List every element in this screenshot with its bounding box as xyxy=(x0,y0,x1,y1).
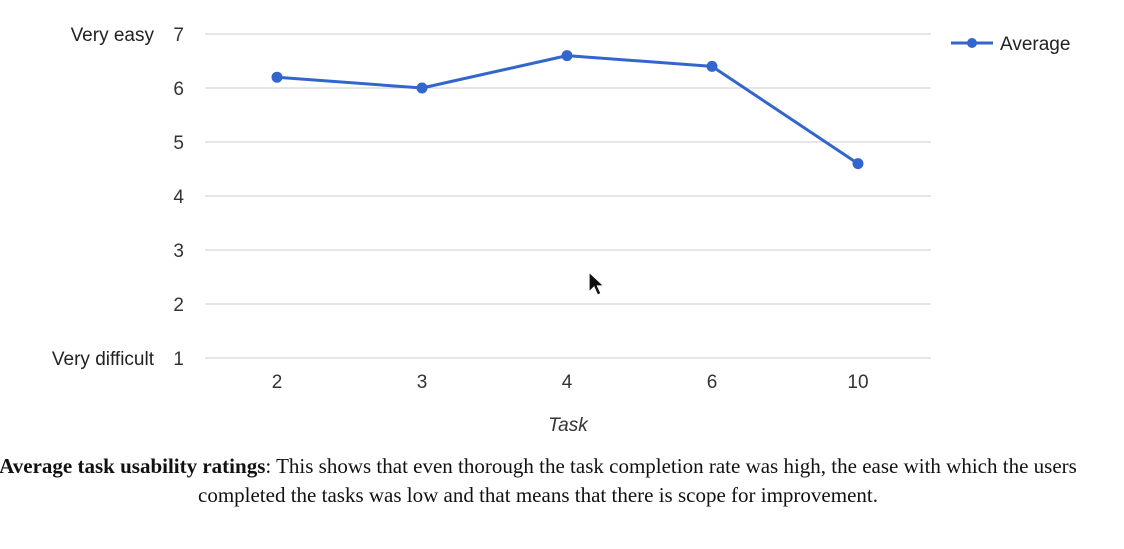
data-point-task-10 xyxy=(852,158,864,170)
x-axis: 2 3 4 6 10 xyxy=(272,372,869,393)
caption-title: Average task usability ratings xyxy=(0,454,266,478)
figure-caption: Average task usability ratings: This sho… xyxy=(0,452,1080,510)
caption-text: : This shows that even thorough the task… xyxy=(198,454,1077,507)
x-tick-label-2: 2 xyxy=(272,372,283,393)
data-point-task-6 xyxy=(706,60,718,72)
y-tick-label-2: 2 xyxy=(173,295,184,316)
x-tick-label-3: 3 xyxy=(417,372,428,393)
y-tick-label-7: 7 xyxy=(173,25,184,46)
series-line-average xyxy=(276,54,859,165)
data-point-task-2 xyxy=(271,71,283,83)
y-tick-label-6: 6 xyxy=(173,79,184,100)
data-point-task-4 xyxy=(561,50,573,62)
y-anchor-label-7: Very easy xyxy=(71,25,155,46)
x-tick-label-10: 10 xyxy=(847,372,868,393)
y-tick-label-4: 4 xyxy=(173,187,184,208)
y-axis: 1 Very difficult 2 3 4 5 6 7 Very easy xyxy=(52,25,185,370)
x-axis-title: Task xyxy=(548,415,589,436)
x-tick-label-4: 4 xyxy=(562,372,573,393)
y-anchor-label-1: Very difficult xyxy=(52,349,155,370)
legend-label-average: Average xyxy=(1000,34,1070,55)
data-point-task-3 xyxy=(416,82,428,94)
series-average xyxy=(271,50,864,170)
y-tick-label-5: 5 xyxy=(173,133,184,154)
mouse-pointer-icon xyxy=(588,270,606,296)
y-tick-label-1: 1 xyxy=(173,349,184,370)
line-chart: 1 Very difficult 2 3 4 5 6 7 Very easy 2 3 4 6 10 Ta… xyxy=(52,25,1071,436)
legend-marker xyxy=(967,38,977,48)
gridlines xyxy=(205,33,931,359)
x-tick-label-6: 6 xyxy=(707,372,718,393)
legend: Average xyxy=(951,34,1070,55)
y-tick-label-3: 3 xyxy=(173,241,184,262)
